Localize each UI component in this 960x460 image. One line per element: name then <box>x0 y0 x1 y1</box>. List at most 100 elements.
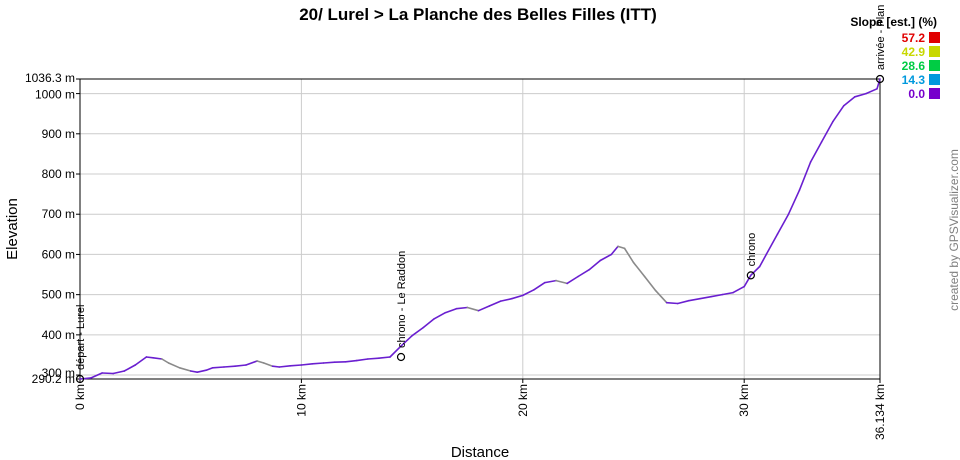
profile-segment <box>322 361 336 364</box>
legend-value: 42.9 <box>902 45 926 59</box>
legend-swatch <box>929 74 940 85</box>
legend-swatch <box>929 46 940 57</box>
profile-segment <box>865 88 878 95</box>
profile-segment <box>732 285 746 294</box>
profile-segment <box>167 362 181 369</box>
profile-segment <box>765 233 779 256</box>
profile-segment <box>444 307 458 314</box>
profile-segment <box>366 357 380 360</box>
profile-segment <box>189 370 199 374</box>
legend-value: 0.0 <box>908 87 925 101</box>
x-axis-ticks: 0 km 10 km 20 km 30 km 36.134 km <box>73 379 887 440</box>
profile-segment <box>422 317 436 329</box>
x-tick-label: 10 km <box>294 384 308 417</box>
profile-segment <box>831 104 845 123</box>
profile-segment <box>721 291 734 296</box>
profile-segment <box>400 334 413 347</box>
profile-segment <box>623 247 635 264</box>
profile-segment <box>245 360 258 366</box>
profile-segment <box>809 141 823 163</box>
profile-segment <box>676 299 690 305</box>
profile-segment <box>749 265 761 277</box>
profile-segment <box>152 356 163 360</box>
profile-segment <box>389 345 402 358</box>
profile-segment <box>311 362 325 365</box>
legend-swatch <box>929 32 940 43</box>
profile-segment <box>161 358 170 364</box>
profile-segment <box>355 358 369 362</box>
profile-segment <box>123 364 137 372</box>
waypoint-label: arrivée - Plan <box>875 5 887 70</box>
waypoint-marker <box>746 271 755 280</box>
profile-segment <box>134 356 148 366</box>
legend-swatch <box>929 60 940 71</box>
profile-segment <box>544 279 557 284</box>
profile-segment <box>300 362 314 366</box>
y-tick-label: 800 m <box>42 167 75 181</box>
legend-value: 57.2 <box>902 31 926 45</box>
profile-segment <box>798 161 812 191</box>
waypoint-label: chrono - Le Raddon <box>396 251 408 348</box>
profile-segment <box>178 366 192 372</box>
y-tick-label: 290.2 m <box>32 372 75 386</box>
profile-segment <box>234 364 247 368</box>
profile-segment <box>510 294 524 300</box>
profile-segment <box>271 365 281 368</box>
profile-segment <box>499 297 513 302</box>
profile-segment <box>256 360 265 364</box>
profile-segment <box>687 297 701 302</box>
profile-segment <box>145 356 154 359</box>
grid-lines <box>80 79 880 379</box>
profile-segment <box>876 78 881 90</box>
legend-value: 28.6 <box>902 59 926 73</box>
profile-segment <box>433 311 447 320</box>
profile-segment <box>262 362 274 368</box>
profile-segment <box>79 377 92 380</box>
y-axis-label: Elevation <box>4 198 21 260</box>
profile-segment <box>599 253 613 262</box>
chart-title: 20/ Lurel > La Planche des Belles Filles… <box>299 5 657 24</box>
slope-legend: Slope [est.] (%) 57.242.928.614.30.0 <box>850 15 940 101</box>
legend-value: 14.3 <box>902 73 926 87</box>
profile-segment <box>212 366 225 369</box>
profile-segment <box>710 293 723 298</box>
profile-segment <box>455 306 469 310</box>
profile-segment <box>344 359 358 363</box>
profile-segment <box>566 275 579 285</box>
profile-segment <box>787 189 801 215</box>
profile-segment <box>477 305 491 312</box>
legend-swatch <box>929 88 940 99</box>
profile-segment <box>101 372 114 375</box>
waypoint-label: chrono <box>746 233 758 267</box>
profile-segment <box>643 275 657 292</box>
y-tick-label: 400 m <box>42 328 75 342</box>
profile-segment <box>743 274 752 288</box>
profile-segment <box>665 301 679 305</box>
profile-segment <box>654 289 668 304</box>
x-tick-label: 0 km <box>73 384 87 410</box>
x-tick-label: 20 km <box>516 384 530 417</box>
y-tick-label: 300 m <box>42 366 75 380</box>
y-tick-label: 500 m <box>42 288 75 302</box>
profile-segment <box>842 96 856 107</box>
profile-segment <box>699 295 712 300</box>
plot-frame <box>79 78 881 380</box>
profile-segment <box>196 369 207 374</box>
profile-segment <box>112 370 126 375</box>
waypoint-marker <box>875 74 885 84</box>
profile-segment <box>588 259 602 271</box>
profile-segment <box>610 245 619 256</box>
legend-title: Slope [est.] (%) <box>850 15 937 29</box>
profile-segment <box>223 365 236 368</box>
elevation-profile <box>79 78 881 380</box>
profile-segment <box>411 326 425 337</box>
y-tick-label: 1036.3 m <box>25 71 75 85</box>
waypoint-marker <box>75 374 85 384</box>
profile-segment <box>466 306 480 312</box>
profile-segment <box>820 120 834 143</box>
profile-segment <box>488 300 502 307</box>
y-tick-label: 900 m <box>42 127 75 141</box>
waypoint-label: départ - Lurel <box>75 305 87 370</box>
profile-segment <box>278 364 292 368</box>
